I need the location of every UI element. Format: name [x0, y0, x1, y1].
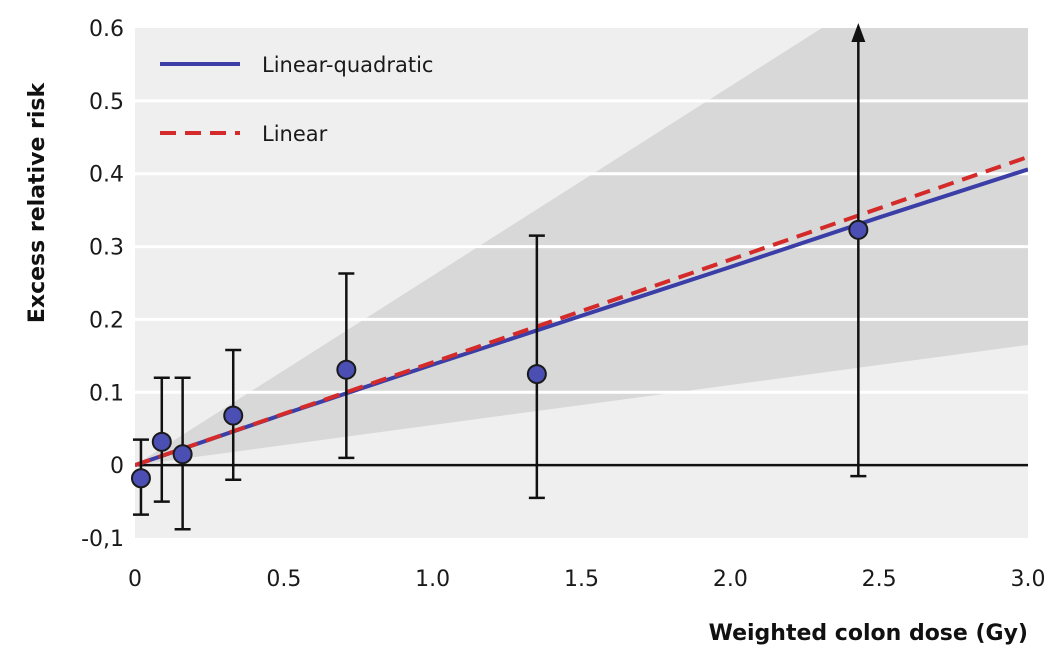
x-tick-label: 0	[128, 567, 142, 592]
y-tick-labels: -0,1 0 0.1 0.2 0.3 0.4 0.5 0.6	[81, 17, 124, 552]
data-point	[172, 444, 193, 465]
x-tick-label: 2.0	[713, 567, 748, 592]
y-tick-label: 0.1	[89, 381, 124, 406]
data-point	[848, 219, 869, 240]
series-line-linear	[135, 155, 1028, 468]
y-tick-label: 0.4	[89, 163, 124, 188]
y-axis-title: Excess relative risk	[25, 81, 50, 323]
legend-label-linear-quadratic: Linear-quadratic	[262, 53, 433, 77]
y-tick-label: 0	[110, 454, 124, 479]
y-tick-label: 0.3	[89, 236, 124, 261]
x-tick-label: 0.5	[266, 567, 301, 592]
error-bar-arrow	[851, 23, 866, 42]
x-tick-label: 3.0	[1011, 567, 1046, 592]
y-tick-label: 0.5	[89, 90, 124, 115]
y-tick-label: -0,1	[81, 527, 124, 552]
data-point	[526, 364, 547, 385]
y-tick-label: 0.6	[89, 17, 124, 42]
x-tick-labels: 0 0.5 1.0 1.5 2.0 2.5 3.0	[128, 567, 1046, 592]
data-point	[336, 359, 357, 380]
x-tick-label: 1.5	[564, 567, 599, 592]
data-points	[130, 219, 869, 489]
y-tick-label: 0.2	[89, 308, 124, 333]
x-axis-title: Weighted colon dose (Gy)	[709, 621, 1028, 646]
legend-label-linear: Linear	[262, 122, 328, 146]
x-tick-label: 2.5	[862, 567, 897, 592]
data-point	[151, 431, 172, 452]
gridlines	[135, 99, 1028, 394]
x-tick-label: 1.0	[415, 567, 450, 592]
data-point	[223, 405, 244, 426]
series-lines	[135, 155, 1028, 468]
legend: Linear-quadratic Linear	[160, 53, 433, 146]
data-point	[130, 468, 151, 489]
